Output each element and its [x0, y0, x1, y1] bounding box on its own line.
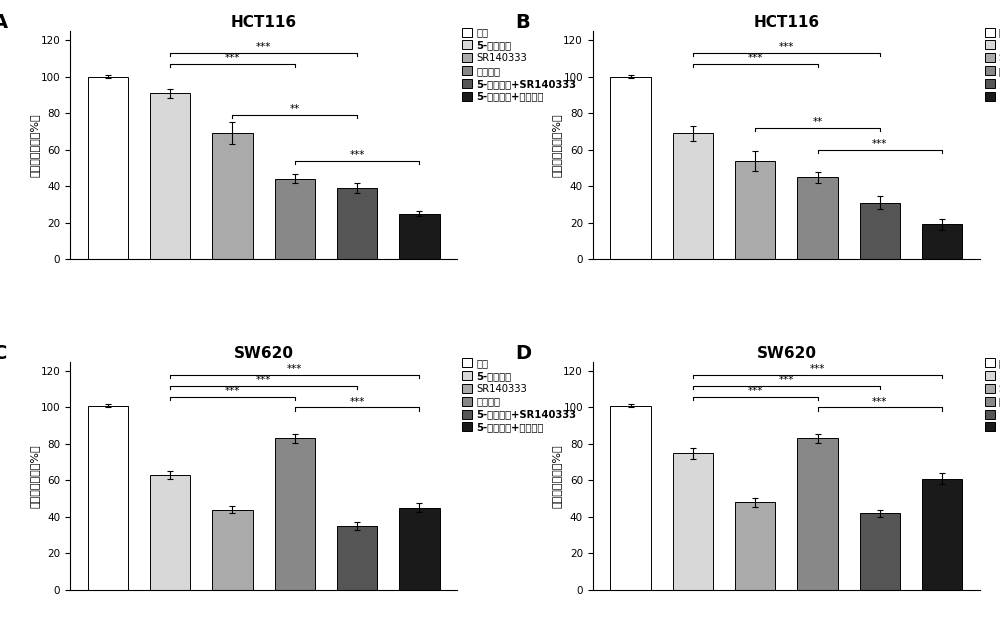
Bar — [673, 134, 713, 259]
Bar — [275, 179, 315, 259]
Text: D: D — [515, 343, 531, 363]
Text: A: A — [0, 13, 8, 32]
Y-axis label: 细胞增殖活力（%Ｉ: 细胞增殖活力（%Ｉ — [29, 113, 39, 177]
Legend: 对照, SN-38, SR140333, 阿瑞匹坦, SN-38+SR140333, SN-38+阿瑞匹坦: 对照, SN-38, SR140333, 阿瑞匹坦, SN-38+SR14033… — [984, 27, 1000, 102]
Text: ***: *** — [349, 150, 365, 160]
Bar — [735, 502, 775, 590]
Bar — [797, 177, 838, 259]
Text: ***: *** — [872, 397, 888, 407]
Title: SW620: SW620 — [756, 346, 816, 361]
Bar — [922, 479, 962, 590]
Bar — [88, 76, 128, 259]
Bar — [212, 510, 253, 590]
Bar — [212, 134, 253, 259]
Text: ***: *** — [287, 364, 302, 374]
Bar — [860, 514, 900, 590]
Text: B: B — [515, 13, 530, 32]
Y-axis label: 细胞增殖活力（%Ｉ: 细胞增殖活力（%Ｉ — [29, 444, 39, 508]
Legend: 对照, 5-氟尿嘴嘴, SR140333, 阿瑞匹坦, 5-氟尿嘴嘴+SR140333, 5-氟尿嘴嘴+阿瑞匹坦: 对照, 5-氟尿嘴嘴, SR140333, 阿瑞匹坦, 5-氟尿嘴嘴+SR140… — [461, 27, 577, 102]
Bar — [610, 76, 651, 259]
Bar — [337, 188, 377, 259]
Text: **: ** — [290, 104, 300, 114]
Bar — [275, 438, 315, 590]
Text: ***: *** — [748, 53, 763, 63]
Text: C: C — [0, 343, 7, 363]
Title: HCT116: HCT116 — [231, 15, 297, 30]
Title: HCT116: HCT116 — [753, 15, 819, 30]
Text: **: ** — [812, 117, 823, 127]
Text: ***: *** — [748, 386, 763, 396]
Text: ***: *** — [872, 139, 888, 149]
Text: ***: *** — [225, 53, 240, 63]
Bar — [860, 202, 900, 259]
Bar — [922, 225, 962, 259]
Text: ***: *** — [256, 375, 271, 385]
Text: ***: *** — [225, 386, 240, 396]
Bar — [337, 526, 377, 590]
Bar — [399, 214, 440, 259]
Bar — [797, 438, 838, 590]
Y-axis label: 细胞增殖活力（%Ｉ: 细胞增殖活力（%Ｉ — [552, 444, 562, 508]
Bar — [735, 161, 775, 259]
Bar — [150, 93, 190, 259]
Text: ***: *** — [349, 397, 365, 407]
Text: ***: *** — [779, 42, 794, 52]
Legend: 对照, 5-氟尿嘴嘴, SR140333, 阿瑞匹坦, 5-氟尿嘴嘴+SR140333, 5-氟尿嘴嘴+阿瑞匹坦: 对照, 5-氟尿嘴嘴, SR140333, 阿瑞匹坦, 5-氟尿嘴嘴+SR140… — [461, 357, 577, 433]
Bar — [610, 406, 651, 590]
Title: SW620: SW620 — [234, 346, 294, 361]
Bar — [88, 406, 128, 590]
Text: ***: *** — [810, 364, 825, 374]
Legend: 对照, SN-38, SR140333, 阿瑞匹坦, SN-38+SR140333, SN-38+阿瑞匹坦: 对照, SN-38, SR140333, 阿瑞匹坦, SN-38+SR14033… — [984, 357, 1000, 433]
Bar — [150, 475, 190, 590]
Text: ***: *** — [779, 375, 794, 385]
Bar — [399, 508, 440, 590]
Bar — [673, 453, 713, 590]
Y-axis label: 细胞增殖活力（%Ｉ: 细胞增殖活力（%Ｉ — [552, 113, 562, 177]
Text: ***: *** — [256, 42, 271, 52]
